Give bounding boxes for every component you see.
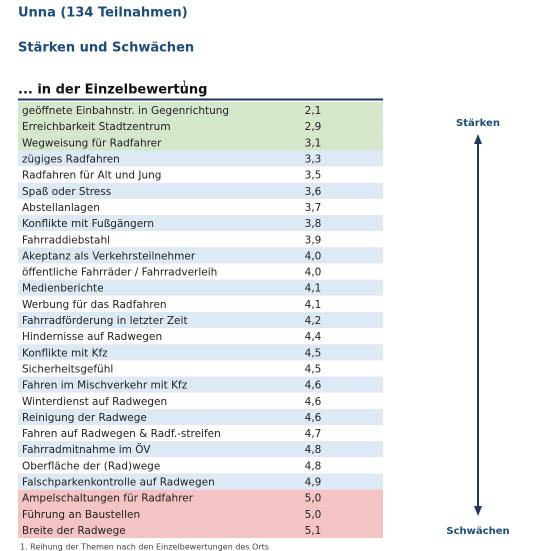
row-bg	[18, 441, 383, 458]
row-bg	[18, 215, 383, 232]
row-value: 4,0	[305, 250, 322, 262]
row-value: 2,9	[305, 121, 322, 133]
row-value: 5,0	[305, 509, 322, 521]
row-label: Abstellanlagen	[22, 202, 100, 214]
row-value: 4,6	[305, 396, 322, 408]
row-label: Ampelschaltungen für Radfahrer	[22, 493, 194, 505]
row-value: 4,5	[305, 363, 322, 375]
row-value: 4,0	[305, 267, 322, 279]
row-value: 4,8	[305, 444, 322, 456]
row-label: Falschparkenkontrolle auf Radwegen	[22, 477, 215, 489]
row-bg	[18, 150, 383, 167]
row-value: 4,6	[305, 412, 322, 424]
row-bg	[18, 521, 383, 539]
row-value: 4,2	[305, 315, 322, 327]
row-label: Winterdienst auf Radwegen	[22, 396, 167, 408]
arrow-head-up	[474, 134, 482, 144]
row-label: Fahren im Mischverkehr mit Kfz	[22, 380, 188, 392]
row-label: Fahrraddiebstahl	[22, 234, 110, 246]
row-value: 3,9	[305, 234, 322, 246]
row-value: 3,8	[305, 218, 322, 230]
row-value: 5,0	[305, 493, 322, 505]
row-bg	[18, 134, 383, 151]
row-bg	[18, 425, 383, 442]
row-bg	[18, 231, 383, 248]
row-bg	[18, 344, 383, 361]
section-title: ... in der Einzelbewertung	[18, 83, 207, 98]
row-bg	[18, 247, 383, 264]
row-label: Erreichbarkeit Stadtzentrum	[22, 121, 171, 133]
row-value: 4,1	[305, 299, 322, 311]
row-label: Radfahren für Alt und Jung	[22, 170, 161, 182]
row-bg	[18, 457, 383, 474]
row-label: Fahren auf Radwegen & Radf.-streifen	[22, 428, 221, 440]
row-value: 3,3	[305, 154, 322, 166]
row-label: Werbung für das Radfahren	[22, 299, 167, 311]
row-value: 4,9	[305, 477, 322, 489]
row-bg	[18, 392, 383, 409]
row-value: 4,8	[305, 460, 322, 472]
row-bg	[18, 360, 383, 377]
row-label: Fahrradmitnahme im ÖV	[22, 443, 151, 456]
row-label: Spaß oder Stress	[22, 186, 111, 198]
footnote-mark: 1	[182, 80, 187, 89]
row-label: zügiges Radfahren	[22, 154, 120, 166]
scale-top: Stärken	[456, 118, 500, 129]
row-value: 5,1	[305, 525, 322, 537]
row-value: 3,6	[305, 186, 322, 198]
row-bg	[18, 328, 383, 345]
row-bg	[18, 376, 383, 393]
row-label: Konflikte mit Kfz	[22, 347, 108, 359]
row-value: 4,1	[305, 283, 322, 295]
row-label: Breite der Radwege	[22, 525, 126, 537]
row-bg	[18, 505, 383, 522]
row-label: Hindernisse auf Radwegen	[22, 331, 162, 343]
row-value: 4,7	[305, 428, 322, 440]
row-value: 3,7	[305, 202, 322, 214]
row-bg	[18, 263, 383, 280]
scale-bottom: Schwächen	[446, 526, 509, 537]
row-bg	[18, 198, 383, 216]
row-value: 3,1	[305, 137, 322, 149]
row-label: Sicherheitsgefühl	[22, 363, 113, 375]
table: geöffnete Einbahnstr. in Gegenrichtung 2,…	[18, 102, 383, 539]
row-label: Fahrradförderung in letzter Zeit	[22, 315, 188, 327]
row-bg	[18, 279, 383, 296]
row-bg	[18, 311, 383, 329]
row-bg	[18, 295, 383, 312]
row-bg	[18, 182, 383, 199]
title: Unna (134 Teilnahmen)	[18, 6, 188, 21]
row-bg	[18, 118, 383, 135]
row-bg	[18, 408, 383, 425]
row-label: Konflikte mit Fußgängern	[22, 218, 154, 230]
footnote: 1. Reihung der Themen nach den Einzelbew…	[20, 543, 269, 551]
row-value: 4,6	[305, 380, 322, 392]
row-label: geöffnete Einbahnstr. in Gegenrichtung	[22, 105, 229, 117]
row-value: 2,1	[305, 105, 322, 117]
row-label: Führung an Baustellen	[22, 509, 140, 521]
row-bg	[18, 489, 383, 506]
row-label: öffentliche Fahrräder / Fahrradverleih	[22, 267, 217, 279]
row-label: Medienberichte	[22, 283, 104, 295]
row-value: 3,5	[305, 170, 322, 182]
row-label: Akeptanz als Verkehrsteilnehmer	[22, 250, 196, 262]
arrow-head-down	[474, 506, 482, 516]
subtitle: Stärken und Schwächen	[18, 41, 194, 56]
row-value: 4,5	[305, 347, 322, 359]
row-label: Wegweisung für Radfahrer	[22, 137, 162, 149]
row-value: 4,4	[305, 331, 322, 343]
row-bg	[18, 473, 383, 490]
row-label: Reinigung der Radwege	[22, 412, 147, 424]
row-label: Oberfläche der (Rad)wege	[22, 460, 160, 472]
row-bg	[18, 166, 383, 183]
row-bg	[18, 102, 383, 119]
